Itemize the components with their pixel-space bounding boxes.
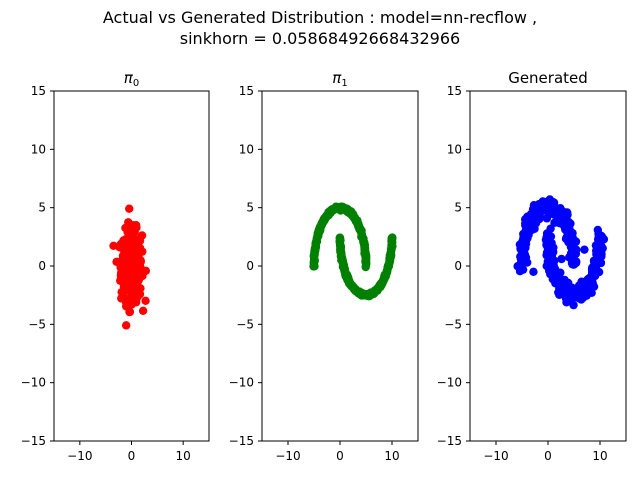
data-point — [122, 236, 131, 245]
data-point — [127, 248, 137, 257]
data-point — [125, 307, 134, 317]
x-tick-label: −10 — [483, 449, 508, 463]
data-point — [557, 254, 566, 264]
x-tick-label: 10 — [176, 449, 191, 463]
subplot-title-symbol: π — [332, 69, 342, 87]
y-tick-label: −15 — [21, 434, 46, 448]
data-point — [521, 221, 530, 230]
data-point — [117, 294, 126, 303]
y-tick-label: −5 — [236, 317, 254, 331]
figure-title-line-1: Actual vs Generated Distribution : model… — [102, 8, 538, 27]
x-tick-label: 10 — [592, 449, 607, 463]
data-point — [556, 268, 565, 277]
y-tick-label: 10 — [239, 142, 254, 156]
y-tick-label: −15 — [437, 434, 462, 448]
data-point — [124, 228, 134, 238]
data-point — [518, 237, 527, 246]
y-tick-label: 5 — [38, 201, 46, 215]
subplot-title: π0 — [124, 69, 139, 89]
data-point — [133, 239, 142, 248]
figure-title-line-2: sinkhorn = 0.05868492668432966 — [179, 29, 461, 48]
subplot-title: Generated — [508, 69, 588, 87]
x-tick-label: 0 — [336, 449, 344, 463]
data-point — [141, 296, 150, 306]
data-point — [529, 267, 538, 277]
data-point — [567, 244, 577, 253]
data-point — [388, 233, 397, 242]
data-point — [560, 275, 569, 285]
data-point — [138, 306, 148, 316]
y-tick-label: −5 — [28, 317, 46, 331]
data-point — [121, 271, 130, 280]
data-point — [310, 262, 319, 271]
y-tick-label: −10 — [21, 376, 46, 390]
y-tick-label: 15 — [31, 84, 46, 98]
subplot-2: −10 0 10 −15 −10 −5 0 5 10 15 π1 — [229, 69, 419, 463]
data-point — [597, 246, 606, 255]
subplot-title-subscript: 1 — [341, 78, 347, 89]
data-point — [580, 245, 589, 254]
y-tick-label: 15 — [239, 84, 254, 98]
y-tick-label: 0 — [454, 259, 462, 273]
data-point — [579, 293, 588, 302]
data-point — [587, 288, 596, 298]
data-point — [109, 241, 118, 251]
subplot-title-subscript: 0 — [133, 78, 139, 89]
scatter-points — [309, 202, 397, 301]
x-tick-label: −10 — [275, 449, 300, 463]
data-point — [516, 254, 526, 264]
x-tick-label: 0 — [128, 449, 136, 463]
data-point — [132, 290, 141, 300]
data-point — [126, 276, 136, 285]
y-tick-label: −10 — [229, 376, 254, 390]
data-point — [130, 268, 140, 277]
subplot-3: −10 0 10 −15 −10 −5 0 5 10 15 Generated — [437, 69, 627, 463]
data-point — [523, 258, 532, 267]
data-point — [593, 225, 602, 235]
y-tick-label: −5 — [444, 317, 462, 331]
data-point — [116, 263, 125, 272]
data-point — [546, 224, 555, 233]
y-tick-label: 10 — [447, 142, 462, 156]
data-point — [549, 247, 558, 257]
scatter-points — [513, 195, 609, 310]
data-point — [542, 240, 551, 250]
subplot-title-symbol: π — [124, 69, 134, 87]
y-tick-label: 5 — [454, 201, 462, 215]
y-tick-label: 10 — [31, 142, 46, 156]
y-tick-label: 15 — [447, 84, 462, 98]
data-point — [122, 261, 132, 271]
y-tick-label: 5 — [246, 201, 254, 215]
data-point — [121, 321, 131, 330]
y-tick-label: 0 — [38, 259, 46, 273]
data-point — [125, 204, 134, 213]
y-tick-label: −15 — [229, 434, 254, 448]
x-tick-label: 10 — [384, 449, 399, 463]
scatter-points — [109, 204, 151, 330]
x-tick-label: 0 — [544, 449, 552, 463]
y-tick-label: −10 — [437, 376, 462, 390]
subplot-title: π1 — [332, 69, 347, 89]
data-point — [597, 233, 607, 242]
x-tick-label: −10 — [67, 449, 92, 463]
y-tick-label: 0 — [246, 259, 254, 273]
